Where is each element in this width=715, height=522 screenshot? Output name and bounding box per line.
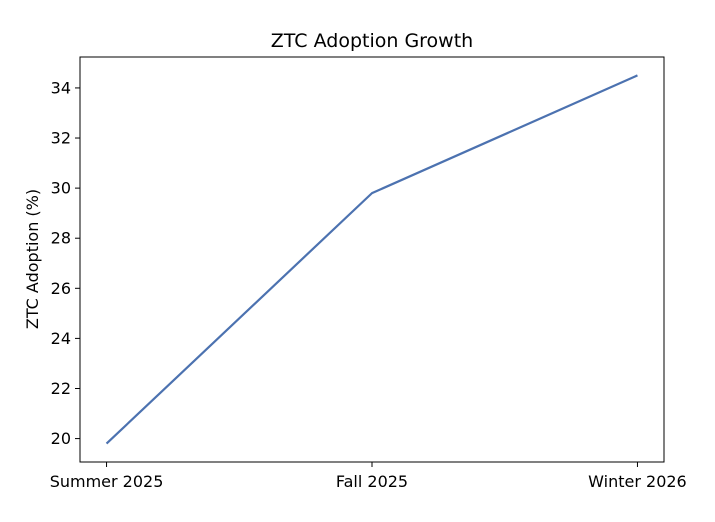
- chart-title: ZTC Adoption Growth: [271, 30, 473, 52]
- x-tick-label: Fall 2025: [336, 472, 408, 491]
- y-tick-label: 26: [51, 279, 71, 298]
- y-tick-label: 22: [51, 379, 71, 398]
- y-tick-label: 24: [51, 329, 71, 348]
- plot-frame: [79, 56, 665, 463]
- series-line: [105, 74, 638, 445]
- y-axis-label: ZTC Adoption (%): [23, 189, 42, 329]
- y-tick-label: 28: [51, 229, 71, 248]
- y-tick-label: 34: [51, 78, 71, 97]
- y-tick-label: 30: [51, 179, 71, 198]
- y-tick-label: 20: [51, 429, 71, 448]
- y-tick-label: 32: [51, 129, 71, 148]
- x-tick-label: Winter 2026: [588, 472, 687, 491]
- x-tick-label: Summer 2025: [50, 472, 164, 491]
